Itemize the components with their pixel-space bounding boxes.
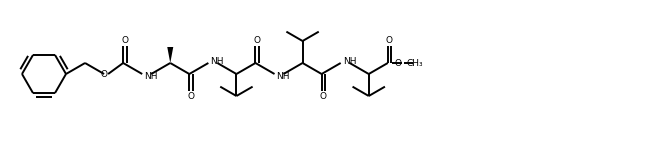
Text: O: O [254, 36, 260, 45]
Text: CH₃: CH₃ [406, 58, 423, 67]
Text: O: O [394, 58, 402, 67]
Text: NH: NH [276, 71, 290, 81]
Text: NH: NH [145, 71, 158, 81]
Text: O: O [187, 92, 194, 101]
Text: NH: NH [343, 57, 356, 66]
Text: O: O [320, 92, 326, 101]
Polygon shape [167, 47, 173, 63]
Text: O: O [386, 36, 393, 45]
Text: O: O [101, 70, 108, 78]
Text: O: O [121, 36, 128, 45]
Text: NH: NH [210, 57, 224, 66]
